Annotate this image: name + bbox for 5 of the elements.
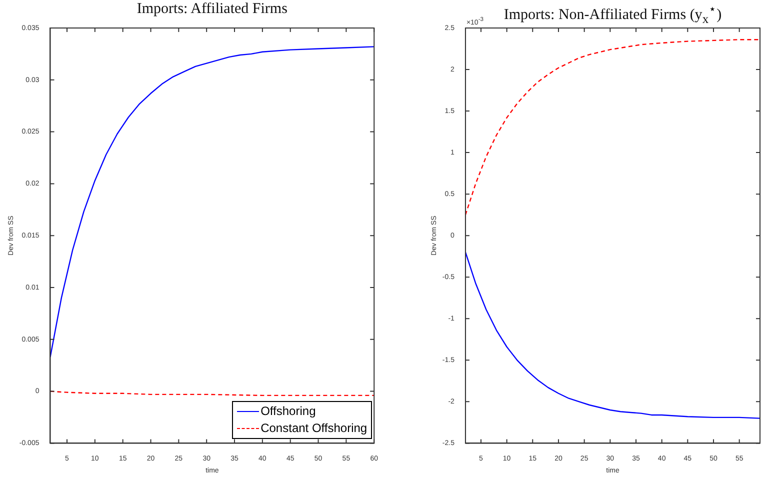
line-series xyxy=(465,39,760,216)
chart-title: Imports: Affiliated Firms xyxy=(136,1,288,18)
legend-label: Offshoring xyxy=(260,403,316,420)
legend-label: Constant Offshoring xyxy=(260,420,368,438)
chart-title: Imports: Non-Affiliated Firms (y$_{x}$$^{⋆}$) xyxy=(504,2,722,26)
